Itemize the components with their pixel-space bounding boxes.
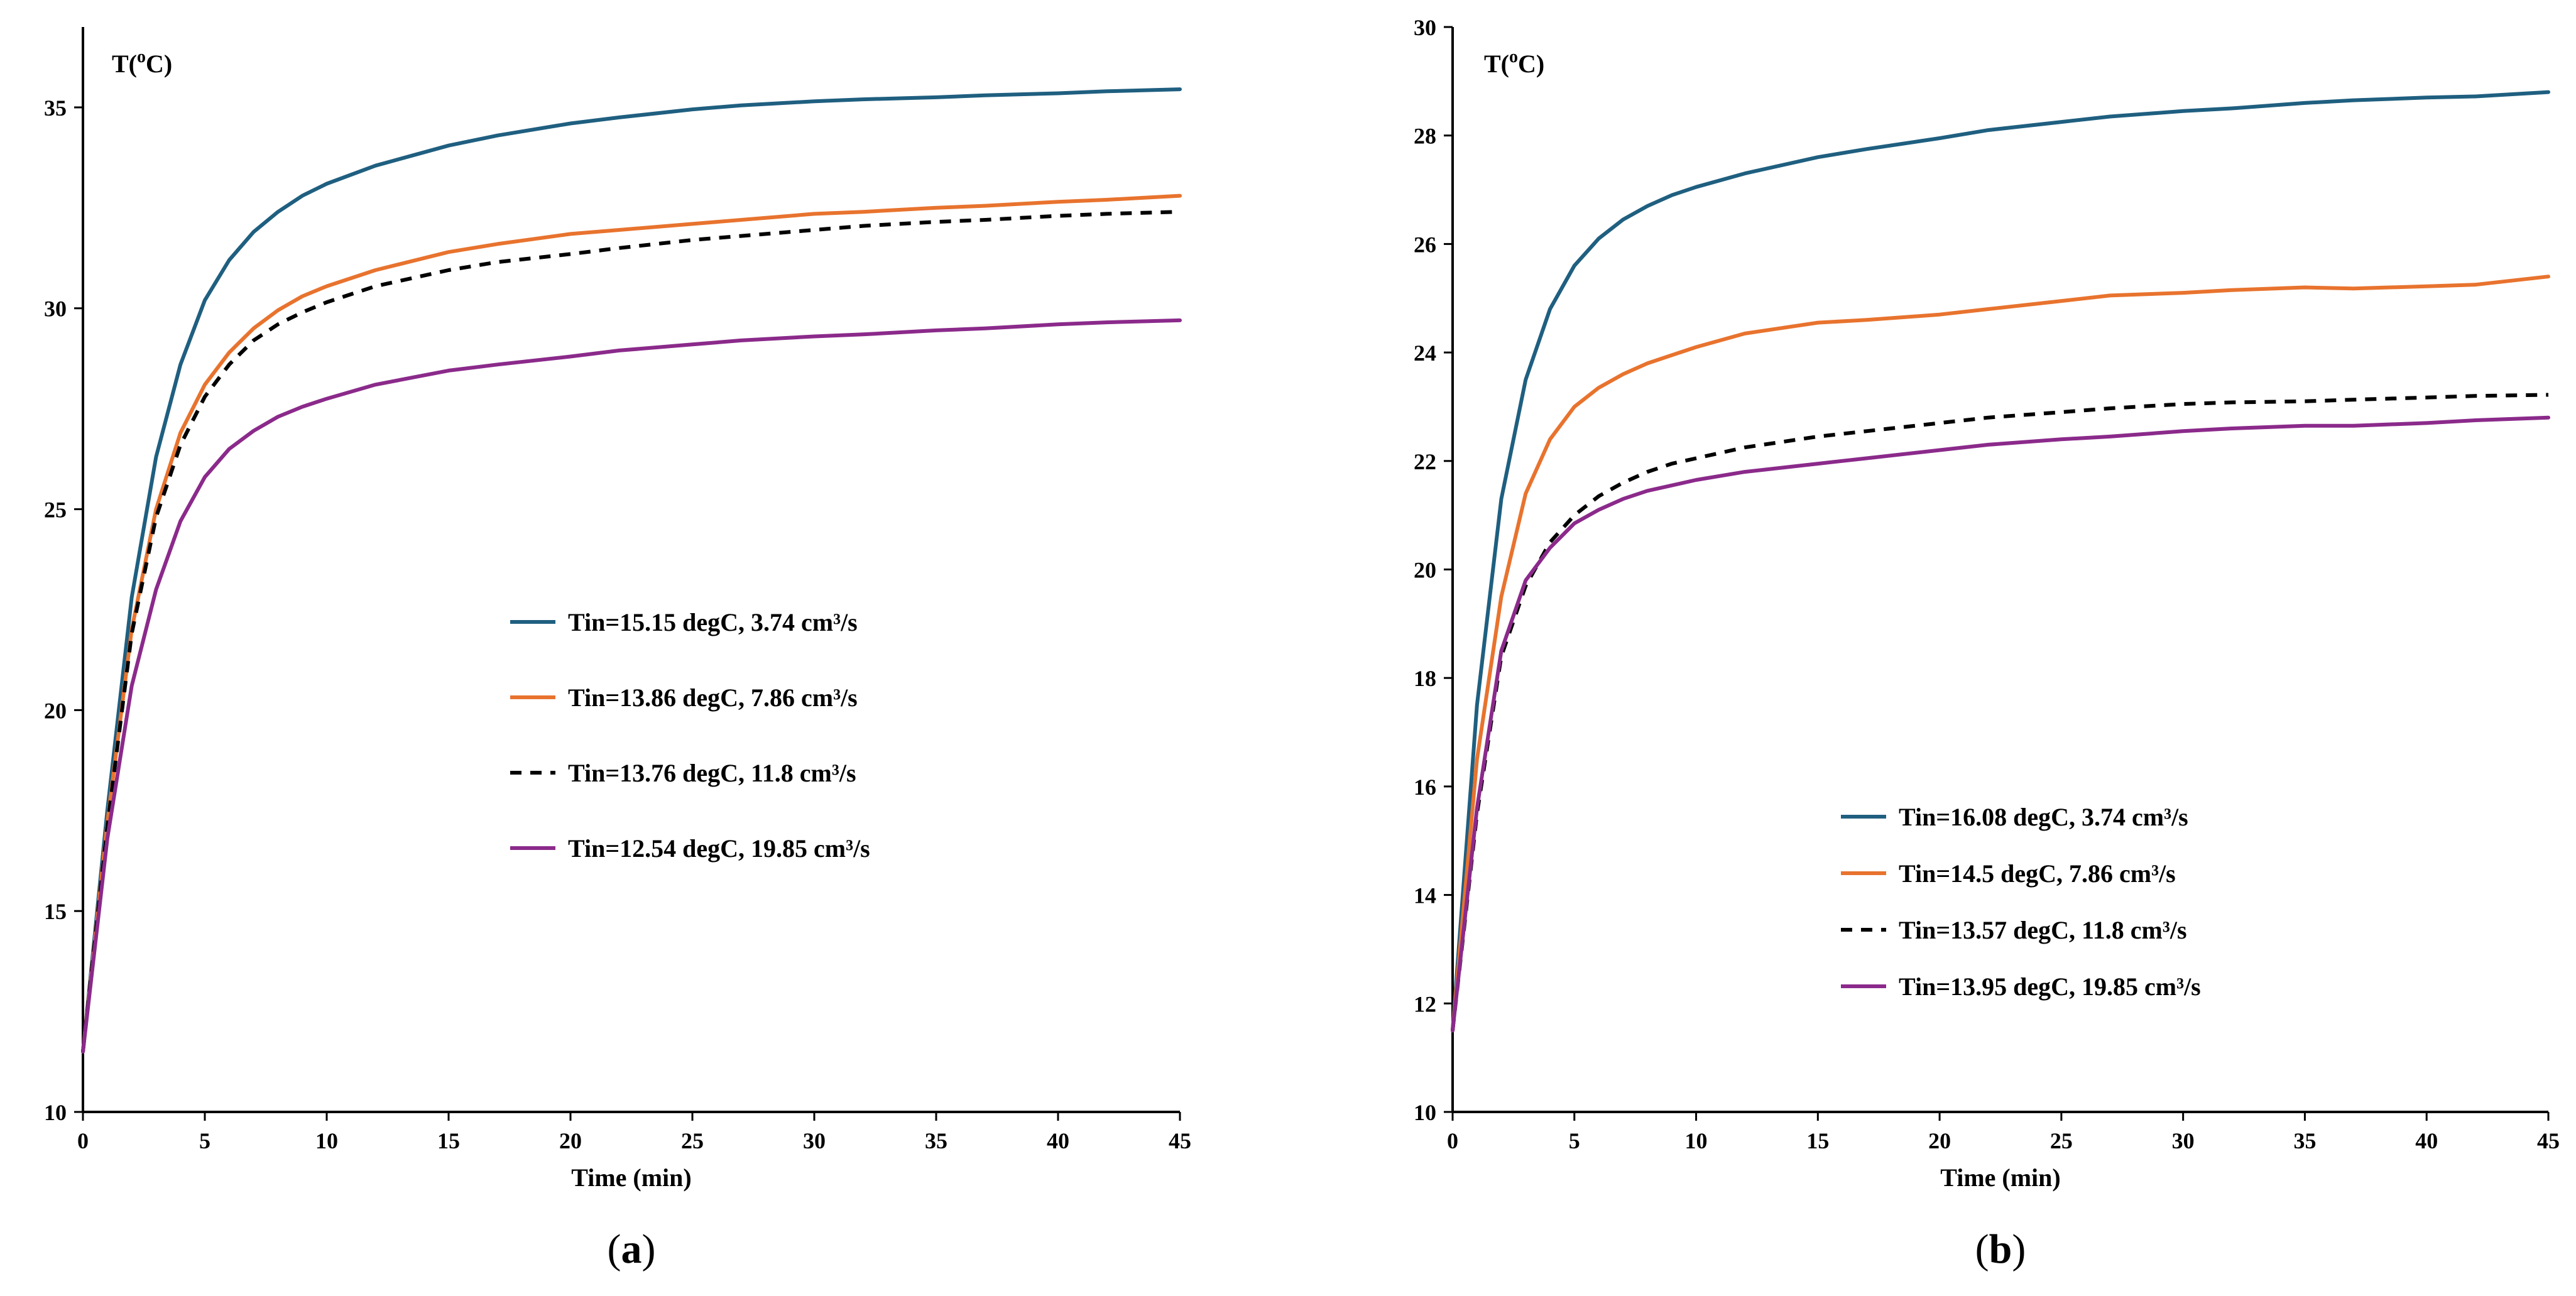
x-tick-label: 10 [315,1128,338,1153]
series-line-2 [1451,275,2550,1033]
y-tick-label: 24 [1414,340,1436,366]
x-tick-label: 15 [437,1128,460,1153]
series-line-2 [81,193,1182,1054]
y-tick-label: 30 [1414,15,1436,40]
legend-label-3: Tin=13.76 degC, 11.8 cm³/s [568,759,856,787]
y-tick-label: 20 [44,698,67,723]
x-axis-title: Time (min) [1940,1163,2060,1192]
series-line-4 [1451,415,2550,1033]
legend-label-3: Tin=13.57 degC, 11.8 cm³/s [1899,916,2187,944]
series-line-3 [81,210,1181,1052]
panel-label: (a) [608,1226,656,1272]
series-line-3 [1451,393,2549,1031]
panel-label: (b) [1975,1226,2026,1272]
y-tick-label: 18 [1414,666,1436,691]
x-tick-label: 15 [1806,1128,1829,1153]
x-tick-label: 10 [1685,1128,1708,1153]
x-tick-label: 0 [77,1128,89,1153]
x-tick-label: 25 [2050,1128,2073,1153]
legend-label-4: Tin=12.54 degC, 19.85 cm³/s [568,834,870,863]
series-line-4 [81,318,1182,1054]
chart-panel-b: 0 5 10 15 20 25 30 35 40 45 10 12 14 16 18 20 22 24 26 28 30… [1414,15,2560,1272]
y-axis-title: T(oC) [1484,47,1544,78]
x-tick-label: 5 [199,1128,210,1153]
series-line-1 [81,87,1182,1054]
y-tick-label: 16 [1414,775,1436,800]
y-tick-label: 14 [1414,883,1436,908]
y-axis-title: T(oC) [112,47,172,78]
x-tick-label: 35 [925,1128,947,1153]
legend-label-1: Tin=16.08 degC, 3.74 cm³/s [1899,803,2188,831]
y-tick-label: 30 [44,297,67,322]
legend-label-4: Tin=13.95 degC, 19.85 cm³/s [1899,972,2201,1001]
y-tick-label: 20 [1414,558,1436,583]
x-tick-label: 30 [2172,1128,2195,1153]
x-tick-label: 40 [1047,1128,1069,1153]
x-tick-label: 40 [2415,1128,2438,1153]
y-tick-label: 15 [44,899,67,924]
x-tick-label: 20 [1928,1128,1951,1153]
x-tick-label: 30 [803,1128,826,1153]
y-tick-label: 10 [44,1100,67,1125]
chart-panel-a: 0 5 10 15 20 25 30 35 40 45 10 15 20 25 30 35 Time (min)… [44,27,1191,1272]
legend-label-2: Tin=14.5 degC, 7.86 cm³/s [1899,859,2176,888]
x-tick-label: 35 [2293,1128,2316,1153]
y-tick-label: 12 [1414,991,1436,1016]
x-tick-label: 25 [681,1128,704,1153]
y-tick-label: 25 [44,498,67,523]
legend-label-2: Tin=13.86 degC, 7.86 cm³/s [568,683,858,712]
y-tick-label: 28 [1414,124,1436,149]
legend-label-1: Tin=15.15 degC, 3.74 cm³/s [568,608,858,636]
series-line-1 [1451,90,2550,1033]
x-tick-label: 5 [1569,1128,1580,1153]
y-tick-label: 26 [1414,232,1436,257]
x-tick-label: 20 [559,1128,582,1153]
x-tick-label: 45 [1169,1128,1191,1153]
y-tick-label: 10 [1414,1100,1436,1125]
x-tick-label: 0 [1447,1128,1458,1153]
x-tick-label: 45 [2537,1128,2560,1153]
x-axis-title: Time (min) [571,1163,691,1192]
y-tick-label: 22 [1414,449,1436,474]
y-tick-label: 35 [44,95,67,121]
